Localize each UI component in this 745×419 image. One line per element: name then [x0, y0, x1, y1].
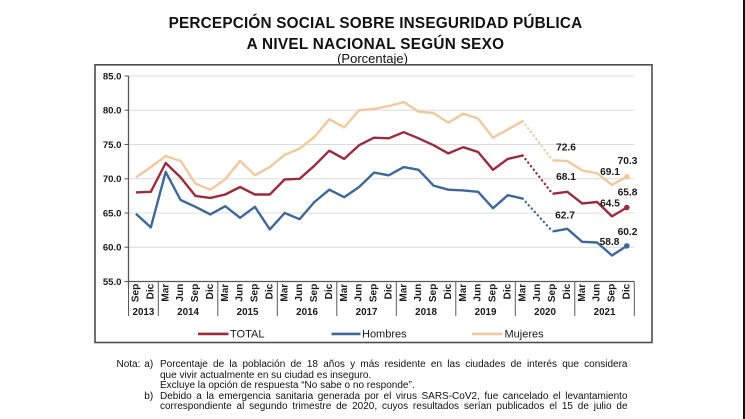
- svg-text:Sep: Sep: [369, 284, 380, 302]
- svg-text:65.0: 65.0: [103, 208, 122, 219]
- svg-text:Dic: Dic: [145, 283, 156, 299]
- svg-text:Sep: Sep: [190, 284, 201, 302]
- svg-text:2019: 2019: [475, 307, 497, 318]
- svg-text:Sep: Sep: [309, 284, 320, 302]
- svg-text:Sep: Sep: [547, 284, 558, 302]
- svg-text:Jun: Jun: [175, 284, 186, 302]
- svg-text:2014: 2014: [177, 307, 199, 318]
- svg-text:64.5: 64.5: [600, 199, 620, 210]
- svg-text:Dic: Dic: [383, 283, 394, 299]
- svg-text:Sep: Sep: [428, 284, 439, 302]
- svg-text:58.8: 58.8: [600, 237, 620, 248]
- svg-text:Dic: Dic: [324, 283, 335, 299]
- svg-text:Mar: Mar: [160, 284, 171, 302]
- svg-text:68.1: 68.1: [556, 172, 576, 183]
- svg-text:Dic: Dic: [621, 283, 632, 299]
- svg-text:55.0: 55.0: [103, 277, 122, 288]
- svg-text:Mujeres: Mujeres: [505, 329, 545, 341]
- svg-text:69.1: 69.1: [600, 167, 620, 178]
- svg-text:Sep: Sep: [250, 284, 261, 302]
- svg-text:60.0: 60.0: [103, 243, 122, 254]
- svg-text:Dic: Dic: [205, 283, 216, 299]
- svg-text:Hombres: Hombres: [362, 329, 407, 341]
- svg-text:Mar: Mar: [220, 284, 231, 302]
- svg-text:75.0: 75.0: [103, 140, 122, 151]
- svg-text:Mar: Mar: [517, 284, 528, 302]
- svg-text:Mar: Mar: [279, 284, 290, 302]
- svg-text:Jun: Jun: [473, 284, 484, 302]
- svg-text:72.6: 72.6: [556, 143, 576, 154]
- svg-text:2016: 2016: [296, 307, 318, 318]
- svg-text:Sep: Sep: [131, 284, 142, 302]
- svg-text:TOTAL: TOTAL: [230, 329, 264, 341]
- svg-text:80.0: 80.0: [103, 106, 122, 117]
- svg-text:2015: 2015: [237, 307, 259, 318]
- svg-text:Mar: Mar: [339, 284, 350, 302]
- svg-text:Sep: Sep: [488, 284, 499, 302]
- svg-text:70.3: 70.3: [618, 156, 638, 167]
- svg-text:Mar: Mar: [458, 284, 469, 302]
- svg-text:Mar: Mar: [398, 284, 409, 302]
- svg-text:Jun: Jun: [235, 284, 246, 302]
- svg-text:62.7: 62.7: [555, 211, 575, 222]
- svg-text:2013: 2013: [133, 307, 155, 318]
- svg-text:Jun: Jun: [294, 284, 305, 302]
- svg-text:Dic: Dic: [562, 283, 573, 299]
- svg-text:Dic: Dic: [443, 283, 454, 299]
- svg-text:Jun: Jun: [592, 284, 603, 302]
- svg-text:Dic: Dic: [502, 283, 513, 299]
- svg-text:2021: 2021: [594, 307, 616, 318]
- svg-text:2020: 2020: [534, 307, 556, 318]
- svg-text:70.0: 70.0: [103, 174, 122, 185]
- svg-text:2017: 2017: [356, 307, 378, 318]
- svg-text:Sep: Sep: [607, 284, 618, 302]
- svg-text:Jun: Jun: [354, 284, 365, 302]
- svg-text:Jun: Jun: [532, 284, 543, 302]
- svg-text:65.8: 65.8: [618, 188, 638, 199]
- svg-text:Dic: Dic: [264, 283, 275, 299]
- svg-text:60.2: 60.2: [618, 227, 638, 238]
- svg-text:2018: 2018: [415, 307, 437, 318]
- svg-text:Jun: Jun: [413, 284, 424, 302]
- svg-text:Mar: Mar: [577, 284, 588, 302]
- svg-text:85.0: 85.0: [103, 71, 122, 82]
